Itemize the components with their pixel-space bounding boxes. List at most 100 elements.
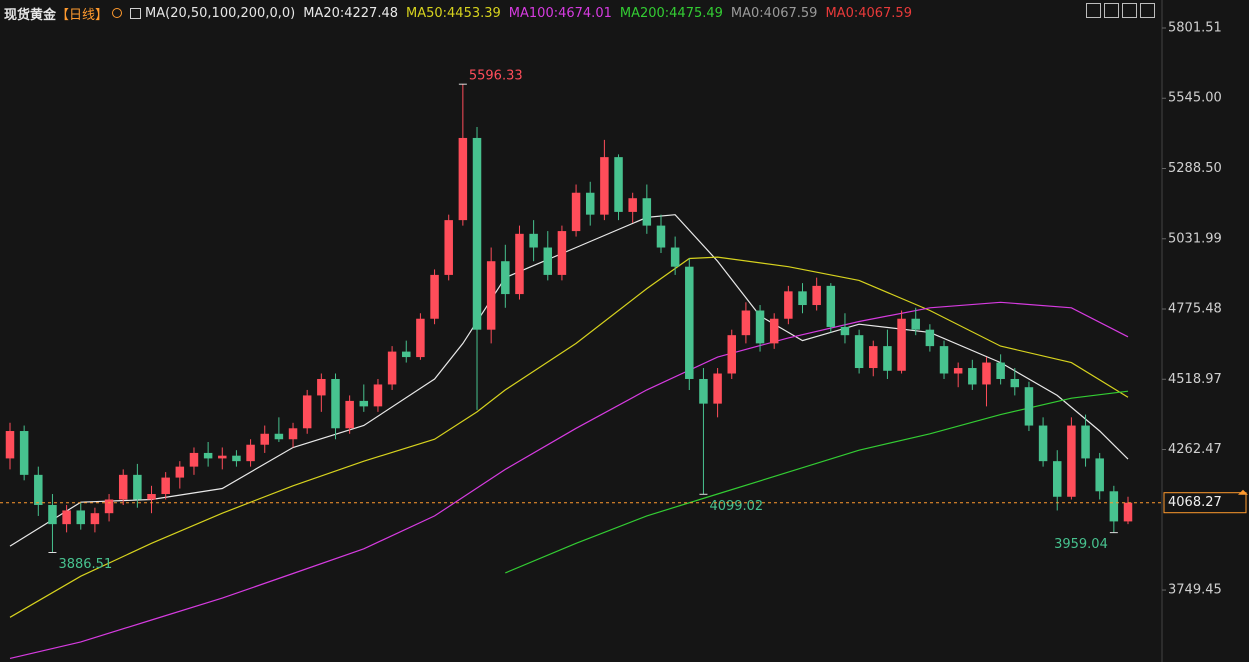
candle-body — [260, 433, 269, 445]
last-price-label: 4068.27 — [1168, 495, 1222, 510]
candle-body — [486, 261, 496, 330]
candle-body — [62, 510, 71, 525]
candle-body — [1095, 458, 1104, 492]
candle-body — [317, 378, 326, 396]
tool-button[interactable] — [1104, 3, 1119, 18]
candle-body — [897, 318, 906, 371]
candle-body — [571, 192, 581, 232]
extreme-label: 4099.02 — [709, 499, 763, 514]
indicator-icon[interactable] — [130, 7, 142, 19]
candle-body — [713, 373, 722, 404]
y-tick-label: 5031.99 — [1168, 231, 1222, 246]
candle-body — [996, 362, 1005, 379]
last-price-box — [1163, 492, 1247, 514]
tool-button[interactable] — [1122, 3, 1137, 18]
legend-entry: MA0:4067.59 — [730, 5, 818, 21]
candle-body — [147, 494, 156, 500]
candle-body — [854, 335, 864, 369]
candle-body — [939, 346, 949, 374]
ma-line — [9, 301, 1129, 659]
candle-body — [656, 225, 666, 248]
tool-button[interactable] — [1086, 3, 1101, 18]
candle-body — [90, 513, 100, 525]
y-tick-label: 5288.50 — [1168, 161, 1222, 176]
candle-body — [755, 310, 765, 344]
candle-body — [133, 474, 142, 500]
candle-body — [34, 474, 43, 505]
candle-body — [911, 318, 920, 330]
candle-body — [302, 395, 312, 429]
candle-body — [444, 220, 453, 275]
candle-body — [784, 291, 793, 319]
legend-entry: MA200:4475.49 — [619, 5, 723, 21]
candle-body — [1052, 461, 1062, 497]
ma-line — [505, 390, 1129, 574]
candle-body — [953, 368, 963, 374]
y-tick-label: 4262.47 — [1168, 442, 1222, 457]
candle-body — [5, 431, 15, 459]
extreme-label: 3886.51 — [58, 557, 112, 572]
candle-body — [642, 198, 652, 226]
candle-body — [232, 455, 241, 462]
candle-body — [925, 329, 935, 347]
legend-entry: MA0:4067.59 — [825, 5, 912, 21]
candle-body — [218, 455, 227, 459]
y-tick-label: 5545.00 — [1168, 91, 1222, 106]
candle-body — [529, 233, 538, 248]
legend-entry: MA100:4674.01 — [508, 5, 612, 21]
candle-body — [1109, 491, 1119, 522]
candle-body — [1010, 378, 1020, 388]
candle-body — [812, 285, 821, 306]
candle-body — [345, 400, 354, 429]
candle-body — [1067, 425, 1076, 497]
candle-body — [1081, 425, 1090, 459]
candle-body — [982, 362, 991, 385]
candle-body — [161, 477, 170, 495]
candle-body — [727, 335, 736, 374]
candle-body — [104, 499, 114, 514]
candle-body — [614, 157, 623, 212]
candle-body — [274, 433, 284, 440]
candle-body — [585, 192, 595, 215]
ma-line — [9, 214, 1129, 547]
candle-body — [1038, 425, 1048, 462]
candle-body — [19, 431, 29, 475]
candle-body — [600, 157, 609, 215]
candle-body — [288, 428, 298, 440]
candle-body — [515, 233, 524, 295]
add-icon[interactable] — [112, 8, 123, 18]
candle-body — [402, 351, 411, 358]
legend-entry: MA20:4227.48 — [303, 5, 398, 21]
candle-body — [359, 400, 369, 407]
candle-body — [203, 452, 213, 459]
candle-body — [883, 346, 892, 371]
candle-body — [557, 231, 567, 275]
tool-button[interactable] — [1140, 3, 1155, 18]
candle-body — [331, 378, 340, 429]
candle-body — [769, 318, 779, 344]
candle-body — [869, 346, 878, 369]
candle-body — [48, 504, 57, 525]
candle-body — [685, 266, 694, 379]
candle-body — [189, 452, 199, 467]
indicator[interactable]: MA(20,50,100,200,0,0) — [145, 5, 296, 21]
candle-body — [373, 384, 383, 407]
header: 现货黄金 【日线】 MA(20,50,100,200,0,0) MA20:422… — [4, 4, 920, 23]
candle-body — [246, 444, 255, 462]
candle-body — [968, 368, 977, 385]
candle-body — [826, 285, 836, 327]
candle-body — [458, 137, 468, 221]
title: 现货黄金 — [4, 7, 57, 23]
y-tick-label: 3749.45 — [1168, 583, 1222, 598]
candle-body — [175, 466, 185, 478]
toolbar — [1086, 3, 1155, 18]
candle-body — [416, 318, 425, 358]
candle-body — [670, 247, 680, 267]
period[interactable]: 【日线】 — [56, 7, 109, 23]
extreme-label: 5596.33 — [469, 69, 523, 84]
candle-body — [387, 351, 397, 385]
legend-entry: MA50:4453.39 — [406, 5, 501, 21]
y-tick-label: 5801.51 — [1168, 20, 1222, 35]
